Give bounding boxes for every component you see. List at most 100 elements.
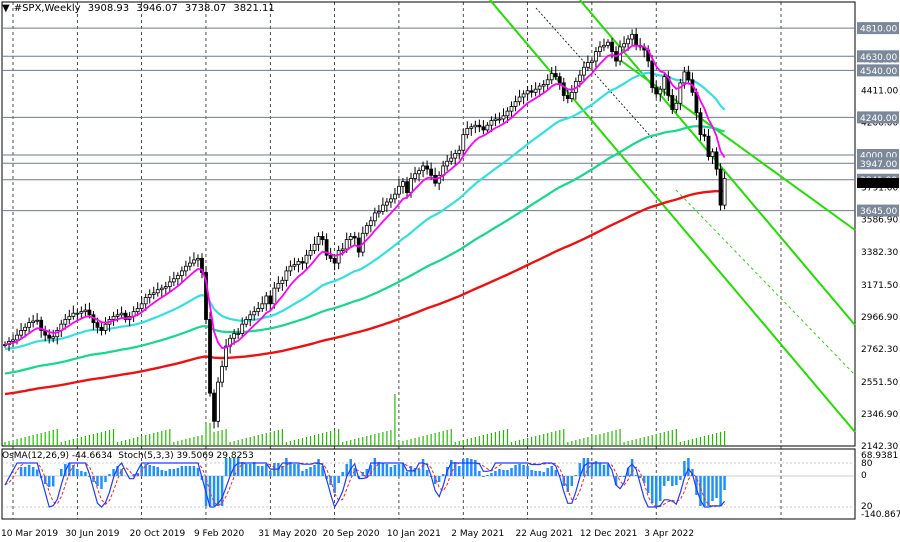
candle-body (175, 275, 180, 280)
y-axis-tick: 2142.30 (861, 442, 898, 452)
price-level-tag-label: 4630.00 (860, 53, 897, 63)
main-panel-frame (1, 1, 856, 447)
candle-body (417, 170, 421, 175)
candle-body (296, 261, 301, 266)
candle-body (196, 257, 200, 261)
stoch-main-line (4, 461, 726, 509)
trend-channel-line (619, 59, 856, 231)
candle-body (686, 71, 691, 81)
candle-body (714, 151, 719, 170)
candle-body (111, 315, 116, 320)
candle-body (674, 102, 679, 110)
candle-body (364, 225, 369, 234)
trend-projection-line (675, 189, 856, 376)
candle-body (678, 82, 683, 104)
candle-body (87, 309, 92, 316)
x-tick-label: 10 Mar 2019 (1, 529, 58, 539)
indicator-header: OsMA(12,26,9) -44.6634 Stoch(5,3,3) 39.5… (2, 451, 257, 461)
candle-body (553, 73, 558, 78)
candle-body (670, 95, 675, 110)
chart-header: ▼ #SPX,Weekly 3908.93 3946.07 3738.07 382… (2, 3, 279, 14)
x-tick-label: 20 Oct 2019 (130, 529, 186, 539)
candle-body (232, 333, 237, 339)
candle-body (348, 236, 353, 240)
candle-body (240, 323, 245, 334)
candle-body (425, 165, 430, 170)
candle-body (706, 135, 711, 157)
y-tick-label: 2551.50 (861, 378, 898, 388)
candle-body (437, 174, 442, 184)
ema-red-line (4, 189, 725, 396)
indicator-panel-frame (1, 448, 856, 520)
candle-body (204, 272, 208, 320)
candle-body (449, 157, 454, 162)
indicator-tick-label: 80 (861, 459, 873, 469)
price-level-tag-bg (857, 22, 899, 35)
candle-body (481, 126, 486, 131)
candle-body (565, 95, 570, 99)
candle-body (662, 76, 667, 90)
candle-body (569, 91, 574, 99)
candle-body (409, 178, 413, 193)
price-level-tag-label: 4540.00 (860, 67, 897, 77)
candle-body (501, 115, 506, 120)
candle-body (47, 334, 52, 339)
y-axis-tick: 2551.50 (861, 378, 898, 388)
x-tick-label: 30 Jun 2019 (65, 529, 119, 539)
candle-body (316, 236, 321, 245)
candle-body (376, 210, 381, 214)
y-axis-tick: 2762.30 (861, 345, 898, 355)
y-axis-tick: 4411.00 (861, 87, 898, 97)
x-tick-label: 10 Jan 2021 (387, 529, 441, 539)
x-tick-label: 2 May 2021 (451, 529, 504, 539)
candle-body (469, 126, 474, 129)
candle-body (244, 319, 249, 325)
indicator-tick-label: 20 (861, 502, 873, 512)
candle-body (324, 239, 329, 256)
x-tick-label: 20 Sep 2020 (323, 529, 380, 539)
candle-body (200, 257, 204, 273)
y-tick-label: 2966.90 (861, 313, 898, 323)
high-value: 3946.07 (136, 3, 178, 14)
candle-body (15, 334, 19, 341)
candle-body (465, 127, 470, 136)
ema-cyan-line (4, 71, 726, 351)
candle-body (393, 193, 397, 200)
candle-body (521, 93, 526, 98)
candle-body (384, 201, 389, 206)
x-tick-label: 3 Apr 2022 (644, 529, 694, 539)
price-level-tag-bg (857, 157, 899, 170)
candle-body (380, 204, 385, 212)
candle-body (143, 297, 148, 305)
symbol-dropdown-icon[interactable]: ▼ (2, 3, 10, 14)
candle-body (389, 198, 393, 203)
candle-body (163, 286, 168, 289)
candle-body (590, 60, 594, 63)
candle-body (171, 278, 176, 283)
candle-body (658, 88, 663, 95)
candle-body (421, 165, 425, 172)
y-tick-label: 3791.00 (861, 184, 898, 194)
price-level-tag: 4240.00 (857, 111, 899, 124)
candle-body (561, 82, 566, 96)
candle-body (292, 264, 297, 267)
candle-body (429, 168, 434, 176)
y-tick-label: 3382.30 (861, 248, 898, 258)
indicator-tick-label: 68.9381 (861, 451, 898, 461)
candle-body (216, 381, 220, 422)
candle-body (485, 124, 490, 131)
candle-body (654, 87, 659, 95)
y-tick-label: 4411.00 (861, 87, 898, 97)
candle-body (208, 319, 212, 394)
y-axis-tick: 3382.30 (861, 248, 898, 258)
candle-body (252, 311, 257, 316)
candle-body (288, 265, 293, 272)
candle-body (119, 312, 124, 316)
candle-body (497, 118, 502, 121)
x-tick-label: 9 Feb 2020 (194, 529, 245, 539)
candle-body (39, 319, 44, 331)
price-level-tag: 4540.00 (857, 64, 899, 77)
ema-green-line (4, 125, 725, 375)
